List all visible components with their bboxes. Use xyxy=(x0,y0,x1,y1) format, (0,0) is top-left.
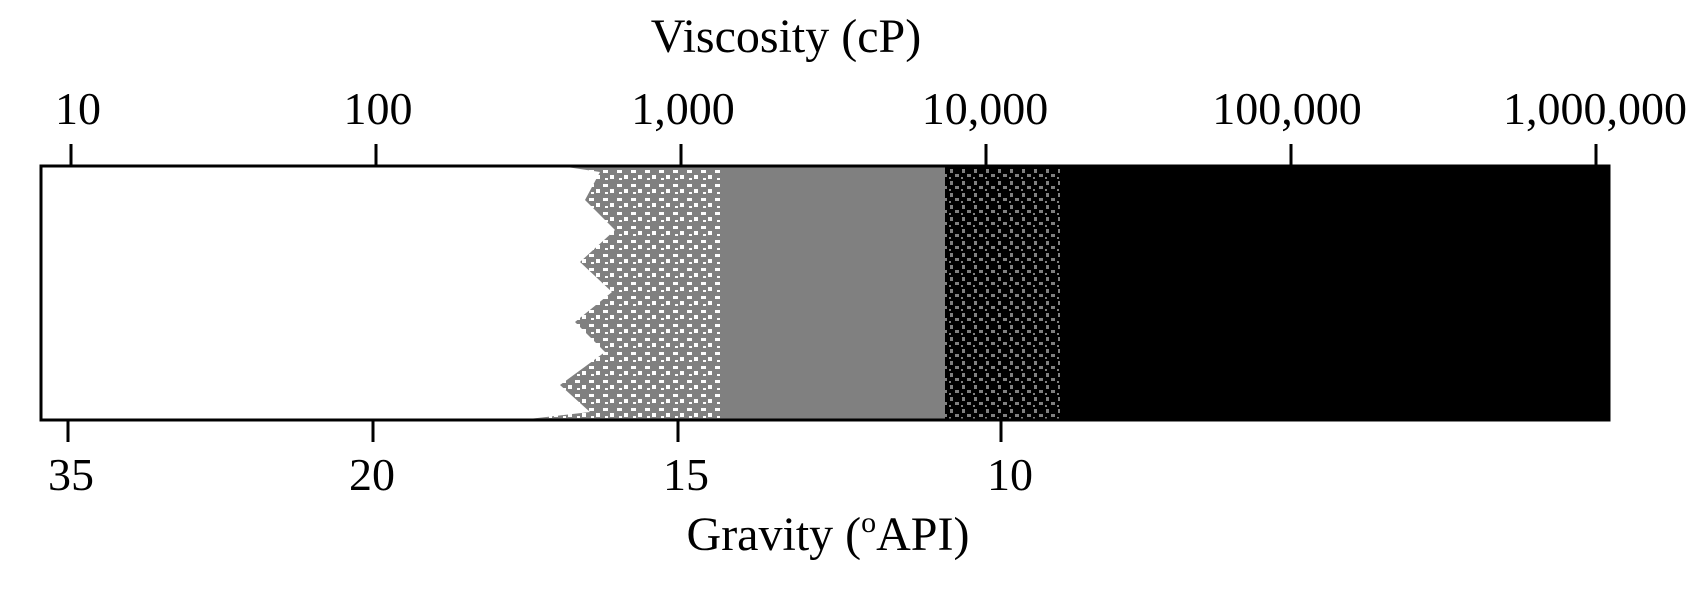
gravity-tick-marks xyxy=(66,420,1003,442)
gravity-axis-title: Gravity (oAPI) xyxy=(687,506,970,561)
gravity-title-end: API) xyxy=(876,508,969,561)
gravity-tick-label: 20 xyxy=(349,449,395,500)
light-medium-edge xyxy=(520,166,615,420)
viscosity-axis-title: Viscosity (cP) xyxy=(651,10,921,63)
viscosity-tick-label: 10,000 xyxy=(922,83,1049,134)
viscosity-tick-label: 100 xyxy=(344,83,413,134)
gravity-title-main: Gravity ( xyxy=(687,508,862,561)
gravity-tick-labels: 35 20 15 10 xyxy=(48,449,1033,500)
oil-gradient-bar xyxy=(39,164,1611,422)
viscosity-tick-marks xyxy=(69,144,1598,166)
gravity-tick-label: 15 xyxy=(663,449,709,500)
bar-frame xyxy=(39,164,1611,422)
medium-oil-band xyxy=(720,166,950,420)
viscosity-tick-label: 1,000 xyxy=(631,83,735,134)
viscosity-tick-label: 100,000 xyxy=(1212,83,1362,134)
gravity-title-degree: o xyxy=(861,506,876,539)
viscosity-tick-label: 1,000,000 xyxy=(1503,83,1687,134)
viscosity-tick-labels: 10 100 1,000 10,000 100,000 1,000,000 xyxy=(55,83,1687,134)
gravity-tick-label: 35 xyxy=(48,449,94,500)
heavy-oil-band xyxy=(1060,166,1609,420)
medium-heavy-transition xyxy=(945,166,1065,420)
viscosity-tick-label: 10 xyxy=(55,83,101,134)
light-oil-band xyxy=(41,166,541,420)
gravity-tick-label: 10 xyxy=(987,449,1033,500)
